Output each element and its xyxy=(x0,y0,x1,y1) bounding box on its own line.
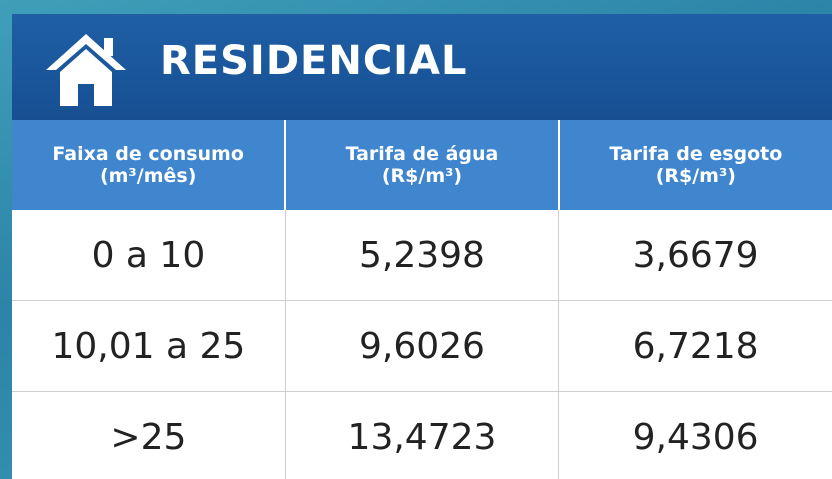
house-icon xyxy=(46,34,126,106)
table-cell: 9,4306 xyxy=(558,391,832,479)
table-cell: 13,4723 xyxy=(285,391,560,479)
table-cell: 5,2398 xyxy=(285,210,560,301)
table-cell: 3,6679 xyxy=(558,210,832,301)
table-cell: 0 a 10 xyxy=(12,210,286,301)
table-cell: >25 xyxy=(12,391,286,479)
column-header-line: (R$/m³) xyxy=(655,165,736,187)
column-header-line: Tarifa de esgoto xyxy=(609,143,783,165)
table-row: 0 a 10 5,2398 3,6679 xyxy=(12,210,832,301)
column-header-line: (R$/m³) xyxy=(381,165,463,187)
column-header-line: Tarifa de água xyxy=(345,143,499,165)
title: RESIDENCIAL xyxy=(160,38,468,84)
table-row: >25 13,4723 9,4306 xyxy=(12,391,832,479)
column-header: Tarifa de água (R$/m³) xyxy=(285,120,560,210)
panel: RESIDENCIAL Faixa de consumo (m³/mês) Tari… xyxy=(12,14,832,479)
table-body: 0 a 10 5,2398 3,6679 10,01 a 25 9,6026 6,7218… xyxy=(12,210,832,479)
header: RESIDENCIAL xyxy=(12,14,832,120)
table-cell: 10,01 a 25 xyxy=(12,300,286,392)
table-cell: 6,7218 xyxy=(558,300,832,392)
column-header-line: (m³/mês) xyxy=(99,165,197,187)
table-cell: 9,6026 xyxy=(285,300,560,392)
table-row: 10,01 a 25 9,6026 6,7218 xyxy=(12,300,832,392)
column-header-line: Faixa de consumo xyxy=(52,143,244,165)
tariff-table: Faixa de consumo (m³/mês) Tarifa de água (R… xyxy=(12,120,832,479)
header-row: Faixa de consumo (m³/mês) Tarifa de água (R… xyxy=(12,120,832,210)
column-header: Tarifa de esgoto (R$/m³) xyxy=(558,120,832,210)
column-header: Faixa de consumo (m³/mês) xyxy=(12,120,287,210)
